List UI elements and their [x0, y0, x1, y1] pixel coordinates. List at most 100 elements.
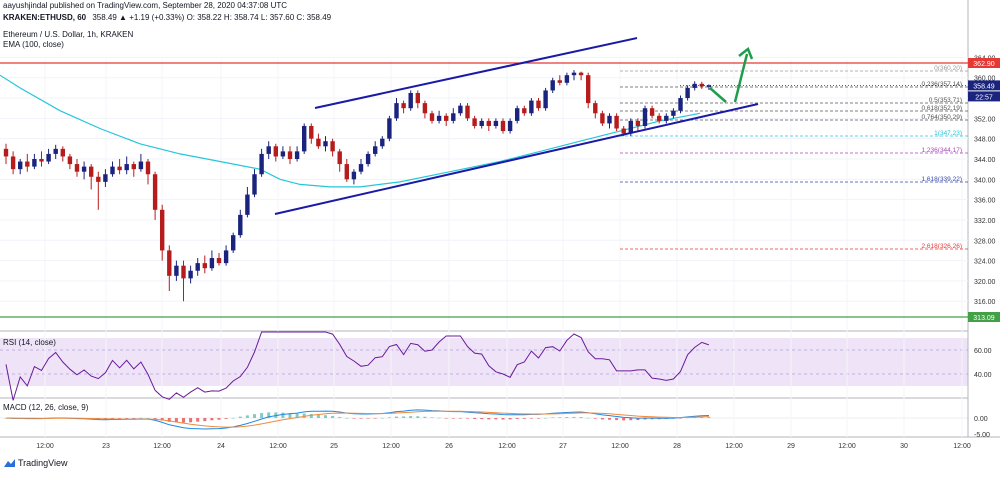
- candle-body: [365, 153, 371, 165]
- candle-body: [373, 146, 378, 154]
- macd-histogram-bar: [537, 418, 540, 419]
- candle: [571, 70, 577, 81]
- candle-body: [138, 161, 144, 170]
- candle-body: [479, 120, 484, 126]
- macd-histogram-bar: [373, 418, 377, 419]
- price-tick: 332.00: [974, 218, 996, 225]
- macd-signal-line: [5, 410, 709, 428]
- candle-body: [167, 250, 172, 276]
- candle-body: [458, 105, 463, 114]
- candle: [600, 110, 605, 126]
- time-tick: 27: [559, 443, 567, 450]
- rsi-band: [0, 338, 968, 386]
- macd-histogram-bar: [423, 416, 427, 418]
- candle-body: [195, 263, 200, 271]
- macd-tick: 0.00: [974, 416, 988, 423]
- candle: [323, 136, 328, 152]
- candle-body: [280, 151, 286, 157]
- candle: [394, 98, 399, 121]
- candle-body: [614, 115, 619, 129]
- macd-histogram-bar: [593, 418, 597, 419]
- candle: [493, 118, 499, 129]
- candle-body: [678, 98, 683, 111]
- macd-histogram-bar: [160, 418, 164, 421]
- macd-histogram-bar: [565, 417, 569, 418]
- candle: [358, 158, 364, 175]
- candle: [103, 169, 108, 187]
- macd-histogram-bar: [579, 417, 583, 418]
- support-badge: [968, 312, 1000, 322]
- macd-histogram-bar: [153, 418, 157, 419]
- price-tick: 340.00: [974, 177, 996, 184]
- candle-body: [238, 214, 243, 236]
- candle-body: [252, 174, 257, 195]
- fib-level-label: 0.5(353.71): [929, 97, 962, 104]
- candle: [209, 250, 215, 271]
- macd-histogram-bar: [608, 418, 611, 420]
- candle-body: [110, 166, 115, 175]
- macd-histogram-bar: [345, 417, 349, 419]
- macd-histogram-bar: [480, 418, 484, 420]
- macd-histogram-bar: [586, 417, 590, 419]
- candle: [96, 171, 101, 210]
- rsi-tick: 40.00: [974, 372, 992, 379]
- candle: [330, 138, 335, 157]
- candle-body: [422, 103, 428, 114]
- price-tick: 324.00: [974, 259, 996, 266]
- macd-histogram-bar: [615, 418, 619, 421]
- resistance-badge-text: 362.90: [973, 61, 995, 68]
- candle: [586, 72, 591, 109]
- candle: [444, 113, 449, 126]
- candle-body: [429, 113, 435, 121]
- candle-body: [3, 148, 9, 157]
- candle: [373, 141, 378, 157]
- symbol-line: KRAKEN:ETHUSD, 60 358.49 ▲ +1.19 (+0.33%…: [3, 13, 331, 22]
- price-tick: 352.00: [974, 116, 996, 123]
- candle: [188, 265, 193, 284]
- macd-histogram-bar: [395, 416, 398, 418]
- macd-histogram-bar: [402, 416, 406, 418]
- time-tick: 28: [673, 443, 681, 450]
- candle-body: [586, 75, 591, 104]
- candle: [436, 110, 442, 124]
- fib-level-label: 1.618(339.22): [922, 176, 962, 183]
- macd-histogram-bar: [409, 416, 413, 418]
- candle-body: [302, 125, 307, 152]
- candle-body: [394, 103, 399, 119]
- candle: [174, 260, 179, 281]
- candle-body: [337, 151, 342, 165]
- candle: [25, 153, 30, 172]
- candle: [202, 255, 207, 274]
- projection-dip-line: [709, 87, 727, 103]
- candle-body: [706, 85, 712, 87]
- candle-body: [387, 118, 392, 139]
- macd-histogram-bar: [473, 418, 477, 419]
- macd-histogram-bar: [139, 417, 143, 419]
- candle-body: [323, 141, 328, 147]
- publish-info: aayushjindal published on TradingView.co…: [3, 1, 288, 10]
- candle-body: [671, 110, 676, 116]
- macd-histogram-bar: [494, 418, 498, 420]
- tradingview-brand[interactable]: TradingView: [4, 458, 68, 468]
- macd-histogram-bar: [324, 415, 327, 418]
- macd-histogram-bar: [508, 418, 512, 420]
- macd-histogram-bar: [196, 418, 200, 422]
- candle-body: [642, 108, 648, 126]
- candle-body: [344, 164, 349, 180]
- candle: [564, 72, 570, 86]
- candle: [131, 161, 136, 177]
- tradingview-logo-icon: [4, 459, 15, 467]
- instrument-title: Ethereum / U.S. Dollar, 1h, KRAKEN: [3, 30, 134, 39]
- candle: [117, 158, 122, 175]
- candle: [642, 105, 648, 129]
- candle-body: [564, 75, 570, 83]
- rsi-tick: 60.00: [974, 348, 992, 355]
- candle-body: [444, 115, 449, 121]
- macd-histogram-bar: [522, 418, 526, 419]
- candle-body: [380, 138, 385, 147]
- macd-histogram-bar: [103, 418, 107, 419]
- macd-histogram-bar: [551, 417, 555, 419]
- candle-body: [685, 87, 690, 99]
